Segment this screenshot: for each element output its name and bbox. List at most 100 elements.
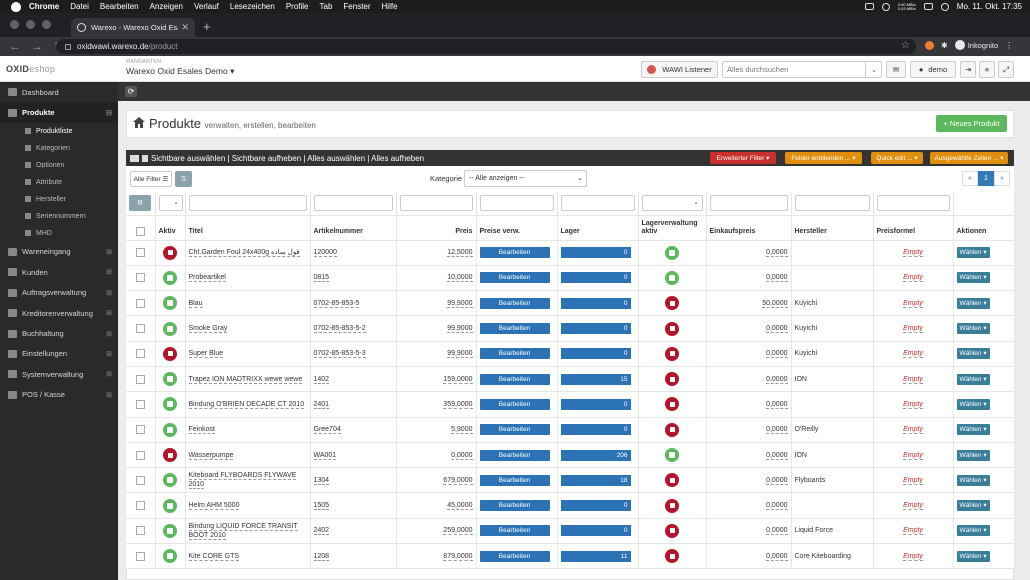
column-header[interactable]: Artikelnummer [310,215,397,241]
edit-prices-button[interactable]: Bearbeiten [479,398,550,410]
row-checkbox[interactable] [135,425,145,435]
expand-icon[interactable]: ⊞ [106,330,112,338]
logo[interactable]: OXIDeshop [6,64,56,74]
edit-prices-button[interactable]: Bearbeiten [479,323,550,335]
table-row[interactable]: Wasserpumpe WA001 0,0000 Bearbeiten 206 0,000… [126,442,1015,469]
column-header[interactable]: Einkaufspreis [706,215,792,241]
stock-management-off-icon[interactable] [665,523,679,538]
clock[interactable]: Mo. 11. Okt. 17:35 [956,2,1022,11]
artikelnummer-filter[interactable] [313,195,393,212]
price-formula[interactable]: Empty [903,426,923,435]
preis-filter[interactable] [399,195,473,212]
edit-prices-button[interactable]: Bearbeiten [479,500,550,512]
inactive-status-icon[interactable] [163,346,177,361]
edit-prices-button[interactable]: Bearbeiten [479,373,550,385]
stock-management-off-icon[interactable] [665,422,679,437]
row-checkbox[interactable] [135,551,145,561]
purchase-price[interactable]: 0,0000 [766,502,788,511]
edit-prices-button[interactable]: Bearbeiten [479,297,550,309]
table-row[interactable]: Blau 0702-85-853-5 99,9000 Bearbeiten 0 50,00… [126,290,1015,317]
price-formula[interactable]: Empty [903,299,923,308]
all-filter-button[interactable]: Alle Filter ☰ [130,171,172,187]
article-number[interactable]: 1208 [313,552,330,561]
product-title[interactable]: Kite CORE GTS [188,552,240,561]
row-checkbox[interactable] [135,273,145,283]
panel-action-button[interactable]: Felder einblenden ... ▾ [785,152,862,164]
sidebar-subitem[interactable]: Kategorien [0,140,118,157]
expand-icon[interactable]: ⊟ [106,109,112,117]
edit-prices-button[interactable]: Bearbeiten [479,348,550,360]
sidebar-subitem[interactable]: Optionen [0,157,118,174]
search-dropdown[interactable]: ⌄ [865,61,882,78]
inactive-status-icon[interactable] [163,448,177,463]
active-status-icon[interactable] [163,321,177,336]
row-checkbox[interactable] [135,399,145,409]
purchase-price[interactable]: 0,0000 [766,476,788,485]
status-icon[interactable] [881,2,890,11]
expand-icon[interactable]: ⊞ [106,248,112,256]
stock-management-off-icon[interactable] [665,549,679,564]
sidebar-item[interactable]: Systemverwaltung ⊞ [0,364,118,384]
browser-tab[interactable]: Warexo - Warexo Oxid Esales D ✕ [71,18,195,37]
logout-icon[interactable]: ⇥ [960,61,976,78]
stock-value[interactable]: 206 [560,449,631,461]
close-window-icon[interactable] [10,20,19,29]
edit-prices-button[interactable]: Bearbeiten [479,247,550,259]
menu-0[interactable]: Datei [70,2,89,11]
active-status-icon[interactable] [163,473,177,488]
table-row[interactable]: Kiteboard FLYBOARDS FLYWAVE 2010 1304 679,… [126,467,1015,494]
price[interactable]: 0,0000 [451,451,473,460]
price[interactable]: 5,9000 [451,426,473,435]
menu-6[interactable]: Tab [319,2,333,11]
product-title[interactable]: Blau [188,299,203,308]
price-formula[interactable]: Empty [903,350,923,359]
selection-links[interactable]: Sichtbare auswählen | Sichtbare aufheben… [151,153,425,163]
close-tab-icon[interactable]: ✕ [181,22,189,32]
stock-management-off-icon[interactable] [665,397,679,412]
stock-management-off-icon[interactable] [665,346,679,361]
select-all-checkbox[interactable] [135,226,145,236]
menu-4[interactable]: Lesezeichen [229,2,275,11]
edit-prices-button[interactable]: Bearbeiten [479,550,550,562]
active-status-icon[interactable] [163,270,177,285]
active-status-icon[interactable] [163,397,177,412]
stock-management-off-icon[interactable] [665,473,679,488]
purchase-price[interactable]: 0,0000 [766,325,788,334]
actions-dropdown[interactable]: Wählen ▾ [956,424,990,436]
bookmark-star-icon[interactable]: ☆ [901,40,910,51]
table-row[interactable]: Trapez ION MADTRIXX wewe wewe 1402 159,000… [126,366,1015,393]
sidebar-item[interactable]: Buchhaltung ⊞ [0,323,118,343]
article-number[interactable]: 1304 [313,476,330,485]
price[interactable]: 45,0000 [447,502,473,511]
purchase-price[interactable]: 0,0000 [766,451,788,460]
table-row[interactable]: Feinkost Gree704 5,9000 Bearbeiten 0 0,0000 O'… [126,417,1015,443]
inactive-status-icon[interactable] [163,245,177,260]
battery-icon[interactable] [923,3,933,10]
address-bar[interactable]: oxidwawi.warexo.de/product ☆ [56,39,916,54]
row-checkbox[interactable] [135,450,145,460]
menu-2[interactable]: Anzeigen [149,2,183,11]
expand-icon[interactable]: ⊞ [106,350,112,358]
column-header[interactable]: Aktiv [155,215,186,241]
stock-management-on-icon[interactable] [665,270,679,285]
article-number[interactable]: 120000 [313,249,337,258]
menu-8[interactable]: Hilfe [381,2,398,11]
mail-icon[interactable]: ✉ [886,61,906,78]
page-link[interactable]: « [962,171,978,186]
price[interactable]: 259,0000 [443,527,473,536]
minimize-window-icon[interactable] [26,20,35,29]
back-icon[interactable]: ← [9,40,21,53]
purchase-price[interactable]: 0,0000 [766,527,788,536]
fullscreen-icon[interactable]: ⤢ [998,61,1014,78]
mandant-value[interactable]: Warexo Oxid Esales Demo ▾ [126,66,235,76]
browser-menu-icon[interactable]: ⋮ [1005,40,1014,50]
expand-icon[interactable]: ⊞ [106,289,112,297]
sidebar-subitem[interactable]: Hersteller [0,191,118,208]
column-header[interactable]: Titel [185,215,311,241]
expand-icon[interactable]: ⊞ [106,391,112,399]
incognito-indicator[interactable]: Inkognito [954,40,998,50]
user-menu[interactable]: ● demo [910,61,956,78]
active-status-icon[interactable] [163,372,177,387]
price-formula[interactable]: Empty [903,502,923,511]
titel-filter[interactable] [188,195,307,212]
